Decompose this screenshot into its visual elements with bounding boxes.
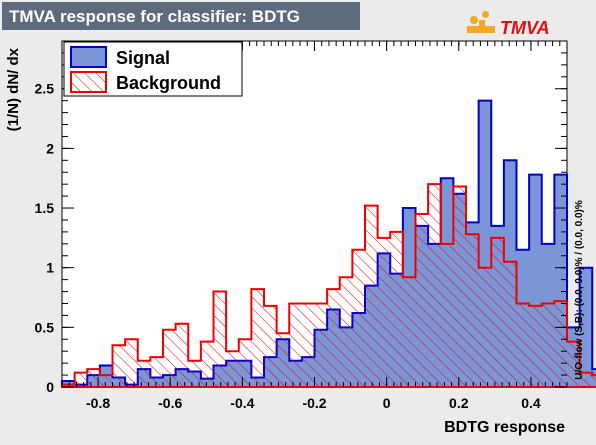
- histogram-layer: [61, 99, 596, 388]
- legend-swatch-signal: [70, 46, 107, 68]
- legend-swatch-background: [70, 71, 107, 93]
- x-tick-label: -0.8: [86, 395, 110, 411]
- legend: Signal Background: [63, 41, 243, 97]
- logo-text: TMVA: [500, 18, 550, 38]
- x-tick-label: -0.4: [230, 395, 254, 411]
- x-tick-label: -0.2: [302, 395, 326, 411]
- y-tick-label: 1.5: [35, 200, 55, 216]
- background-histogram: [61, 183, 596, 388]
- y-tick-label: 2.5: [35, 81, 55, 97]
- tmva-logo: TMVA: [467, 11, 550, 38]
- x-tick-label: 0.2: [449, 395, 469, 411]
- y-tick-label: 0: [46, 379, 54, 395]
- x-tick-label: 0: [383, 395, 391, 411]
- x-axis-title: BDTG response: [444, 419, 565, 436]
- title-box: [2, 2, 360, 30]
- legend-label-signal: Signal: [116, 48, 170, 68]
- axes: -0.8 -0.6 -0.4 -0.2 0 0.2 0.4 0 0.5 1 1.5 2 2.5: [35, 40, 568, 411]
- x-tick-label: 0.4: [521, 395, 541, 411]
- y-tick-label: 1: [46, 260, 54, 276]
- legend-label-background: Background: [116, 73, 221, 93]
- x-tick-label: -0.6: [158, 395, 182, 411]
- overflow-label: U/O-flow (S,B): (0.0, 0.0)% / (0.0, 0.0)…: [574, 200, 585, 380]
- chart-title: TMVA response for classifier: BDTG: [9, 7, 300, 26]
- y-tick-label: 0.5: [35, 319, 55, 335]
- y-tick-label: 2: [46, 140, 54, 156]
- y-axis-title: (1/N) dN/ dx: [5, 47, 22, 131]
